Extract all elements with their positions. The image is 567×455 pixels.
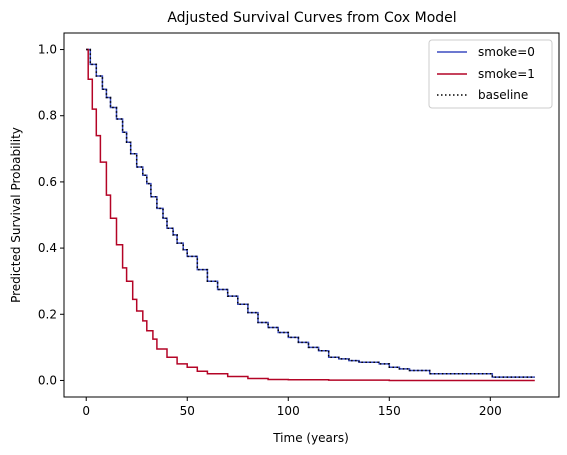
- legend: smoke=0 smoke=1 baseline: [428, 39, 553, 109]
- axes-frame: [63, 32, 560, 398]
- plot-area: [63, 32, 560, 398]
- legend-label-smoke1: smoke=1: [478, 67, 535, 81]
- x-axis-ticks: 0 50 100 150 200: [82, 397, 502, 418]
- y-axis-ticks: 0.0 0.2 0.4 0.6 0.8 1.0: [38, 43, 64, 387]
- x-tick-label: 0: [82, 404, 90, 418]
- x-tick-label: 50: [180, 404, 195, 418]
- series-line-smoke-1: [86, 48, 535, 382]
- x-axis-label: Time (years): [272, 431, 349, 445]
- series-layer: [86, 48, 535, 382]
- chart-title: Adjusted Survival Curves from Cox Model: [167, 10, 456, 26]
- y-tick-label: 0.0: [38, 373, 57, 387]
- x-tick-label: 200: [479, 404, 502, 418]
- y-tick-label: 0.8: [38, 109, 57, 123]
- y-axis-label: Predicted Survival Probability: [9, 127, 23, 303]
- y-tick-label: 0.6: [38, 175, 57, 189]
- x-tick-label: 100: [277, 404, 300, 418]
- legend-box: [428, 39, 553, 109]
- y-tick-label: 1.0: [38, 43, 57, 57]
- y-tick-label: 0.4: [38, 241, 57, 255]
- legend-label-baseline: baseline: [478, 88, 528, 102]
- x-tick-label: 150: [378, 404, 401, 418]
- series-line-smoke-0: [86, 48, 535, 378]
- y-tick-label: 0.2: [38, 307, 57, 321]
- legend-label-smoke0: smoke=0: [478, 45, 535, 59]
